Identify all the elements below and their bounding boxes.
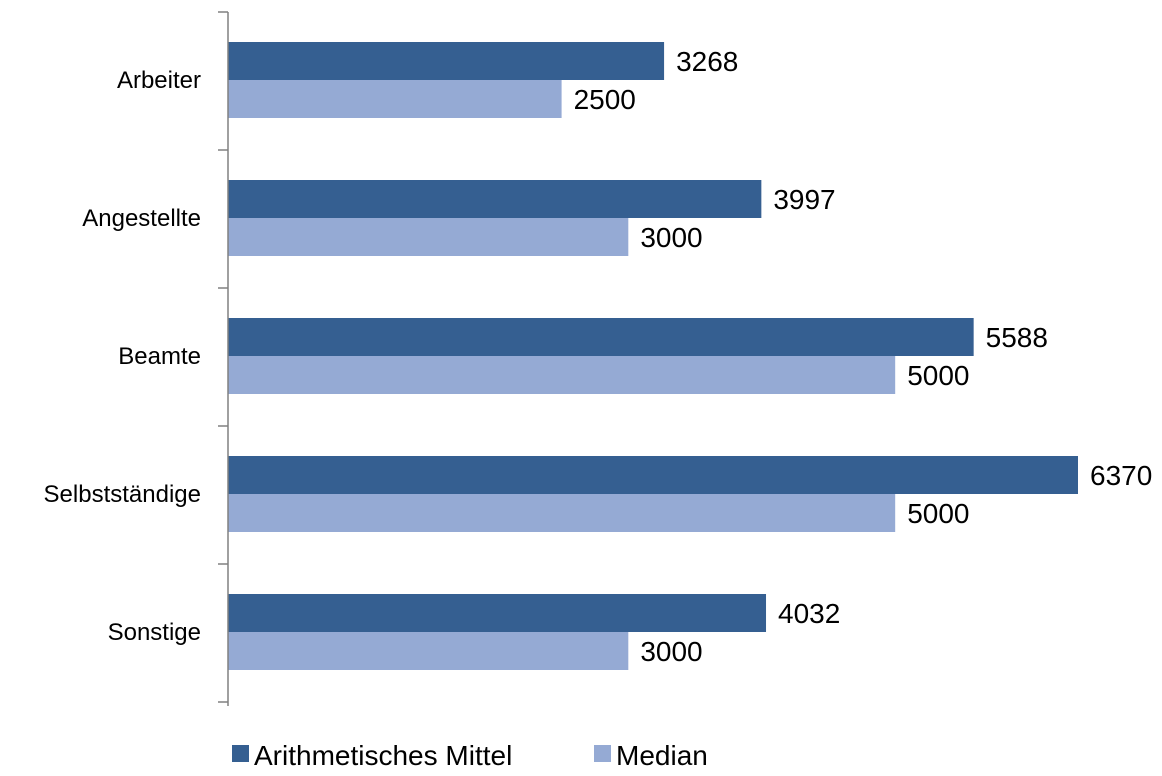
bar-beamte-median: [228, 356, 896, 394]
value-label: 3997: [773, 184, 835, 215]
category-axis: [218, 11, 229, 706]
value-label: 5000: [907, 498, 969, 529]
bar-selbstständige-mittel: [228, 456, 1078, 494]
legend-label: Median: [616, 740, 708, 771]
bar-sonstige-mittel: [228, 594, 767, 632]
bar-angestellte-mittel: [228, 180, 762, 218]
value-label: 4032: [778, 598, 840, 629]
legend-label: Arithmetisches Mittel: [254, 740, 512, 771]
bar-selbstständige-median: [228, 494, 896, 532]
value-label: 3268: [676, 46, 738, 77]
bar-angestellte-median: [228, 218, 629, 256]
value-label: 6370: [1090, 460, 1152, 491]
value-label: 3000: [640, 222, 702, 253]
value-labels: 3268 2500 3997 3000 5588 5000 6370 5000 4032 3000: [574, 46, 1153, 667]
category-label: Sonstige: [108, 619, 201, 646]
bar-arbeiter-mittel: [228, 42, 665, 80]
bar-arbeiter-median: [228, 80, 562, 118]
value-label: 5000: [907, 360, 969, 391]
category-label: Selbstständige: [44, 481, 201, 508]
value-label: 3000: [640, 636, 702, 667]
value-label: 5588: [986, 322, 1048, 353]
legend: Arithmetisches Mittel Median: [232, 740, 708, 771]
bars-group: [228, 42, 1078, 670]
bar-beamte-mittel: [228, 318, 974, 356]
category-label: Arbeiter: [117, 67, 201, 94]
category-label: Beamte: [118, 343, 201, 370]
legend-swatch: [232, 745, 249, 762]
bar-sonstige-median: [228, 632, 629, 670]
value-label: 2500: [574, 84, 636, 115]
category-label: Angestellte: [82, 205, 201, 232]
legend-swatch: [594, 745, 611, 762]
category-labels: Arbeiter Angestellte Beamte Selbstständige S…: [44, 67, 201, 646]
